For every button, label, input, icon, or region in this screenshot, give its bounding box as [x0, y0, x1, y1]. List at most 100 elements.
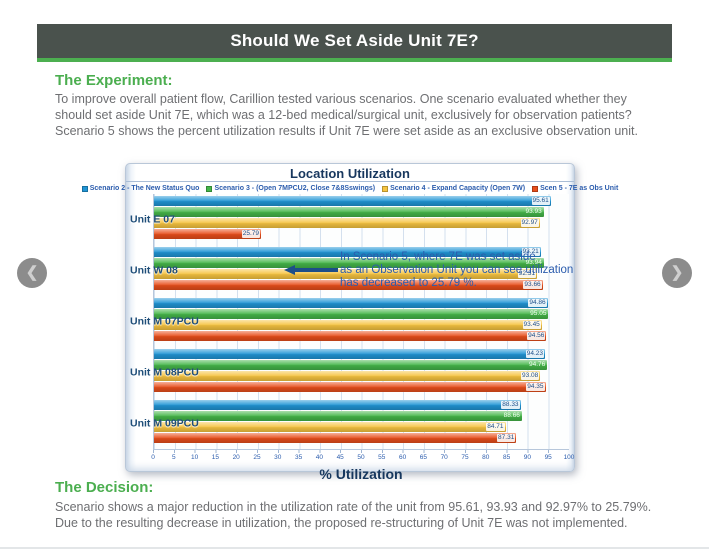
decision-body-text: Scenario shows a major reduction in the … [55, 500, 652, 530]
category-label: Unit M 09PCU [130, 417, 199, 430]
decision-heading: The Decision: [55, 479, 154, 496]
bar: 94.56 [154, 331, 547, 341]
bar: 94.23 [154, 349, 546, 359]
legend-swatch-icon [206, 185, 213, 192]
carousel-next-button[interactable]: ❯ [662, 258, 692, 288]
experiment-heading: The Experiment: [55, 72, 173, 89]
bar-group: Unit E 07 95.61 93.93 92.97 25.79 [130, 194, 569, 245]
x-axis: 0 5 10 15 20 25 30 35 40 45 50 55 60 65 70 75 80 85 90 95 10… [151, 449, 574, 465]
annotation-line: as an Observation Unit you can see utili… [340, 263, 574, 276]
page-title: Should We Set Aside Unit 7E? [230, 31, 479, 50]
bar-row: 94.76 [154, 360, 569, 370]
annotation-line: In Scenario 5, where 7E was set aside [340, 251, 536, 263]
x-tick-label: 55 [378, 454, 386, 461]
x-tick-label: 25 [253, 454, 261, 461]
carousel-prev-button[interactable]: ❮ [17, 258, 47, 288]
x-tick-label: 85 [502, 454, 511, 461]
bar-group: Unit W 08 93.21 93.94 92.31 93.66 [130, 245, 569, 296]
bar: 87.31 [154, 433, 517, 443]
chart-legend: Scenario 2 - The New Status Quo Scenario … [81, 182, 618, 194]
bar: 95.61 [154, 196, 551, 206]
legend-label: Scenario 2 - The New Status Quo [89, 185, 200, 192]
legend-label: Scen 5 - 7E as Obs Unit [540, 185, 619, 192]
plot-wrap: Unit E 07 95.61 93.93 92.97 25.79 Unit W 08 93… [130, 194, 574, 482]
category-label: Unit W 08 [130, 264, 178, 277]
bar: 94.76 [154, 360, 548, 370]
bar-row: 92.31 [154, 269, 569, 279]
chevron-right-icon: ❯ [670, 264, 684, 281]
bar: 92.97 [154, 218, 540, 228]
bar: 94.86 [154, 298, 548, 308]
bar-row: 94.86 [154, 298, 569, 308]
chevron-left-icon: ❮ [25, 264, 39, 281]
bar-value-label: 93.08 [521, 372, 540, 380]
bar: 93.94 [154, 258, 544, 268]
x-tick-label: 35 [294, 454, 303, 461]
bar-row: 93.94 [154, 258, 569, 268]
x-tick-label: 75 [461, 454, 469, 461]
plot-area: Unit E 07 95.61 93.93 92.97 25.79 Unit W 08 93… [130, 194, 569, 449]
bar-value-label: 93.93 [525, 208, 542, 215]
x-tick-label: 60 [398, 454, 407, 461]
bar-value-label: 94.56 [527, 332, 546, 340]
bar-row: 93.93 [154, 207, 569, 217]
bar: 93.08 [154, 371, 541, 381]
x-tick-label: 15 [211, 454, 220, 461]
bar-row: 95.05 [154, 309, 569, 319]
slide-title-bar: Should We Set Aside Unit 7E? [37, 24, 672, 62]
chart-title: Location Utilization [126, 164, 574, 182]
legend-item: Scenario 3 - (Open 7MPCU2, Close 7&8Sswi… [206, 185, 375, 192]
bar: 93.21 [154, 247, 541, 257]
bar: 88.66 [154, 411, 522, 421]
bar-value-label: 95.05 [530, 310, 547, 317]
bar-row: 93.08 [154, 371, 569, 381]
bar-group: Unit M 07PCU 94.86 95.05 93.45 94.56 [130, 296, 569, 347]
x-tick-label: 70 [440, 454, 448, 461]
x-tick-label: 50 [357, 454, 365, 461]
bar: 88.33 [154, 400, 521, 410]
legend-swatch-icon [532, 185, 539, 192]
bar-value-label: 25.79 [241, 230, 261, 238]
annotation-arrow-icon [284, 265, 338, 275]
bar-row: 93.21 [154, 247, 569, 257]
bar: 84.71 [154, 422, 506, 432]
utilization-chart: Location Utilization Scenario 2 - The Ne… [81, 163, 618, 482]
bar-row: 94.35 [154, 382, 569, 392]
bar-row: 87.31 [154, 433, 569, 443]
bar-row: 88.66 [154, 411, 569, 421]
legend-swatch-icon [382, 185, 389, 192]
annotation-line: has decreased to 25.79 %. [340, 276, 477, 289]
x-tick-label: 100 [563, 454, 575, 461]
legend-label: Scenario 3 - (Open 7MPCU2, Close 7&8Sswi… [214, 185, 376, 192]
x-tick-label: 80 [482, 454, 490, 461]
bar-value-label: 88.66 [503, 412, 520, 419]
bar-group: Unit M 09PCU 88.33 88.66 84.71 87.31 [130, 398, 569, 449]
bar-row: 92.97 [154, 218, 569, 228]
legend-label: Scenario 4 - Expand Capacity (Open 7W) [390, 185, 526, 192]
x-tick-label: 45 [336, 454, 344, 461]
bar-value-label: 88.33 [501, 401, 520, 409]
category-label: Unit E 07 [130, 213, 175, 226]
bar-value-label: 93.21 [521, 248, 540, 256]
x-tick-label: 20 [232, 454, 240, 461]
x-tick-label: 0 [151, 454, 155, 461]
bar-value-label: 94.76 [528, 361, 546, 368]
bar-value-label: 93.45 [522, 321, 541, 329]
bar-row: 88.33 [154, 400, 569, 410]
bar-row: 94.23 [154, 349, 569, 359]
legend-item: Scenario 4 - Expand Capacity (Open 7W) [382, 185, 525, 192]
bar: 93.45 [154, 320, 542, 330]
bar-row: 95.61 [154, 196, 569, 206]
bar-row: 93.66 [154, 280, 569, 290]
legend-item: Scenario 2 - The New Status Quo [81, 185, 200, 192]
category-label: Unit M 08PCU [130, 366, 199, 379]
bar-value-label: 94.35 [526, 383, 545, 391]
x-axis-title: % Utilization [319, 466, 403, 482]
bar-value-label: 87.31 [497, 434, 516, 442]
bar-value-label: 84.71 [486, 423, 505, 431]
x-tick-label: 30 [274, 454, 282, 461]
x-tick-label: 5 [171, 454, 176, 461]
x-tick-label: 90 [523, 454, 532, 461]
legend-swatch-icon [81, 185, 88, 192]
bar-value-label: 93.66 [523, 281, 542, 289]
